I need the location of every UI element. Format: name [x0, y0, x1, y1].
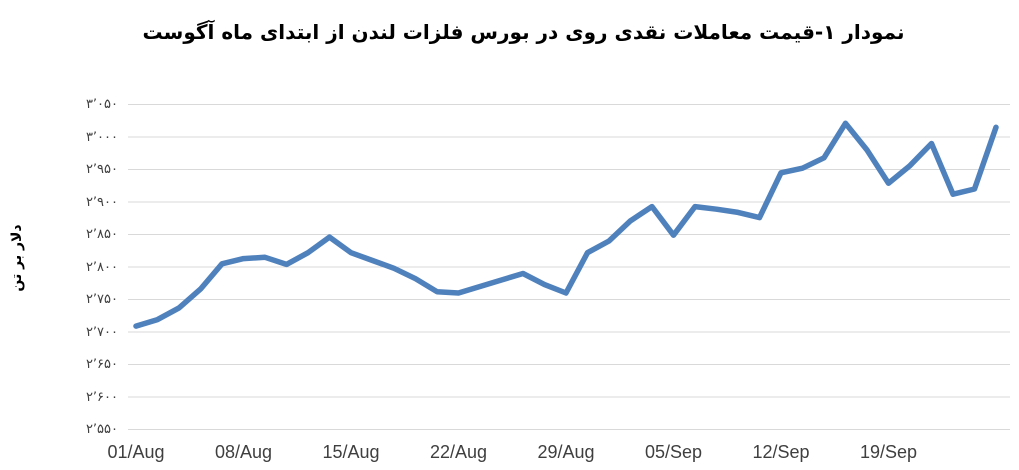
x-tick-label: 08/Aug	[214, 442, 273, 462]
y-tick-label: ۲٬۹۰۰	[85, 194, 118, 210]
y-tick-label: ۳٬۰۵۰	[85, 97, 118, 112]
y-tick-label: ۲٬۹۵۰	[85, 162, 118, 177]
x-tick-label: 15/Aug	[322, 442, 380, 462]
chart-title: نمودار ۱-قیمت معاملات نقدی روی در بورس ف…	[142, 20, 905, 44]
x-tick-label: 01/Aug	[107, 442, 165, 462]
price-line-series	[133, 120, 999, 329]
y-tick-label: ۲٬۶۵۰	[85, 357, 118, 372]
y-tick-label: ۲٬۷۵۰	[85, 292, 118, 307]
y-tick-label: ۲٬۸۵۰	[85, 227, 118, 242]
y-tick-label: ۲٬۷۰۰	[85, 324, 118, 340]
x-tick-label: 22/Aug	[429, 442, 488, 462]
y-tick-label: ۳٬۰۰۰	[85, 129, 118, 145]
y-tick-label: ۲٬۶۰۰	[85, 389, 118, 405]
y-tick-label: ۲٬۵۵۰	[85, 422, 118, 437]
x-tick-label: 05/Sep	[644, 442, 703, 462]
x-tick-label: 19/Sep	[859, 442, 918, 462]
x-tick-label: 12/Sep	[752, 442, 810, 462]
y-tick-label: ۲٬۸۰۰	[85, 259, 118, 275]
x-tick-label: 29/Aug	[537, 442, 595, 462]
